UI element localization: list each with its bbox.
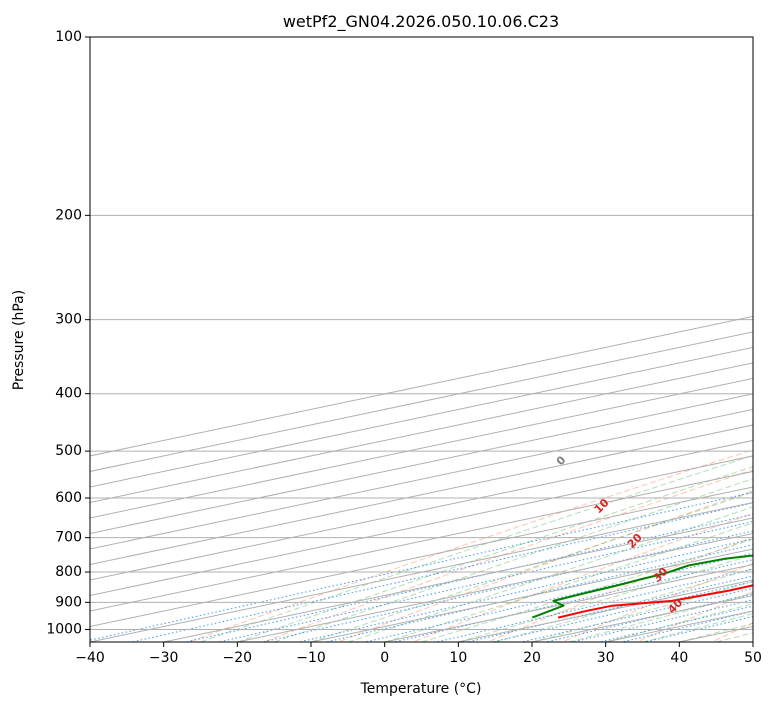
x-tick-label: 20	[523, 650, 541, 666]
y-tick-label: 500	[55, 443, 82, 459]
y-tick-label: 400	[55, 386, 82, 402]
x-tick-label: 40	[670, 650, 688, 666]
y-tick-label: 600	[55, 490, 82, 506]
x-tick-label: 10	[449, 650, 467, 666]
y-tick-label: 300	[55, 312, 82, 328]
y-tick-label: 100	[55, 29, 82, 45]
y-axis-label: Pressure (hPa)	[11, 290, 27, 390]
y-tick-label: 800	[55, 564, 82, 580]
x-tick-label: 0	[380, 650, 389, 666]
x-tick-label: −20	[223, 650, 253, 666]
chart-title: wetPf2_GN04.2026.050.10.06.C23	[283, 12, 559, 32]
y-tick-label: 700	[55, 530, 82, 546]
x-tick-label: −40	[75, 650, 105, 666]
y-tick-label: 200	[55, 207, 82, 223]
x-tick-label: 30	[597, 650, 615, 666]
x-tick-label: −10	[296, 650, 326, 666]
x-tick-label: 50	[744, 650, 762, 666]
x-tick-label: −30	[149, 650, 179, 666]
y-tick-label: 900	[55, 594, 82, 610]
y-tick-label: 1000	[46, 621, 82, 637]
x-axis-label: Temperature (°C)	[360, 681, 482, 697]
